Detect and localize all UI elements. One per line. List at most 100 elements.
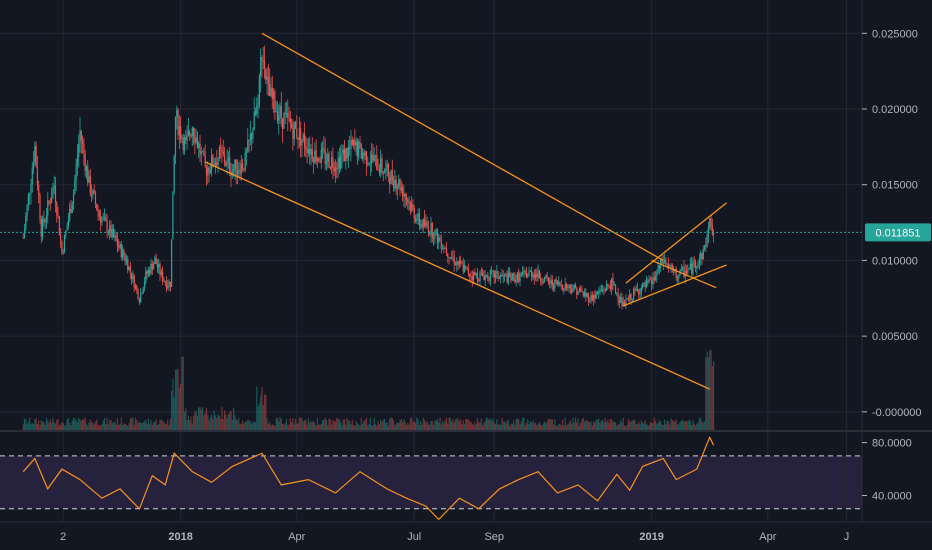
candle-body (160, 271, 162, 275)
candle-body (75, 164, 77, 180)
volume-bar (209, 417, 211, 430)
volume-bar (284, 422, 286, 430)
volume-bar (693, 423, 695, 430)
volume-bar (294, 418, 297, 430)
volume-bar (31, 423, 33, 430)
volume-bar (369, 417, 371, 430)
candle-body (252, 130, 254, 139)
volume-bar (107, 424, 109, 430)
volume-bar (616, 425, 618, 430)
volume-bar (691, 424, 693, 430)
candle-body (470, 276, 472, 277)
candle-body (595, 291, 597, 299)
volume-bar (52, 417, 54, 430)
volume-bar (620, 420, 622, 430)
volume-bar (78, 418, 80, 430)
volume-bar (323, 420, 325, 430)
rsi-axis[interactable]: 80.0000 40.0000 (862, 438, 912, 503)
volume-bar (482, 425, 484, 430)
candle-body (133, 275, 135, 289)
candle-body (457, 261, 459, 265)
volume-bar (309, 422, 311, 430)
volume-bar (632, 419, 635, 430)
volume-bar (408, 424, 410, 430)
time-axis[interactable]: 2 2018 Apr Jul Sep 2019 Apr J (60, 531, 849, 543)
candle-body (243, 168, 245, 170)
volume-bar (451, 421, 453, 430)
candle-body (278, 115, 280, 121)
volume-bar (551, 419, 553, 430)
candle-body (27, 194, 29, 205)
volume-bar (426, 421, 428, 430)
candle-body (192, 127, 195, 137)
time-axis-label: Jul (407, 531, 421, 543)
volume-bar (169, 418, 171, 430)
price-axis[interactable]: 0.025000 0.020000 0.015000 0.010000 0.005000… (862, 28, 922, 419)
volume-bar (514, 425, 516, 430)
candle-body (578, 288, 580, 292)
volume-bar (485, 417, 488, 430)
volume-bar (58, 425, 60, 430)
volume-bar (43, 422, 45, 430)
candle-body (469, 274, 471, 277)
volume-bar (447, 423, 449, 430)
candle-body (407, 199, 409, 203)
volume-bar (638, 421, 640, 430)
candle-body (65, 230, 67, 236)
candle-body (577, 291, 579, 295)
candle-body (109, 225, 111, 233)
candle-body (512, 273, 515, 276)
candle-body (169, 281, 171, 287)
candle-body (123, 249, 125, 257)
candle-body (53, 185, 55, 188)
volume-bar (51, 422, 53, 430)
volume-bar (191, 423, 193, 430)
volume-bar (472, 425, 475, 430)
candle-body (458, 260, 460, 265)
volume-bar (571, 423, 573, 430)
volume-bar (386, 422, 388, 430)
volume-bar (216, 417, 218, 430)
candle-body (476, 273, 479, 281)
candle-body (260, 57, 262, 76)
candle-body (216, 162, 218, 166)
volume-bar (599, 422, 601, 430)
candle-body (199, 143, 201, 155)
candle-body (529, 270, 531, 272)
volume-bar (161, 420, 164, 430)
candle-body (98, 211, 100, 217)
volume-bar (443, 423, 445, 430)
volume-bar (303, 420, 306, 430)
volume-bar (709, 350, 711, 430)
candle-body (44, 220, 46, 222)
volume-bar (151, 425, 153, 430)
candle-body (186, 135, 188, 141)
volume-bar (487, 418, 489, 430)
volume-bar (133, 425, 135, 430)
candle-body (52, 187, 54, 198)
volume-bar (213, 410, 215, 430)
candle-body (85, 166, 88, 171)
candle-body (456, 261, 458, 266)
volume-bar (56, 419, 58, 430)
candle-body (359, 141, 361, 144)
candle-body (205, 166, 208, 176)
candle-body (147, 269, 149, 274)
volume-bar (692, 419, 694, 430)
candle-body (483, 275, 485, 281)
volume-bar (359, 425, 361, 430)
volume-bar (279, 417, 281, 430)
candle-body (466, 266, 468, 269)
candle-body (516, 272, 519, 280)
candle-body (644, 282, 646, 287)
volume-bar (260, 395, 262, 430)
candle-body (92, 190, 94, 196)
candle-body (709, 218, 711, 228)
volume-bar (484, 420, 486, 430)
candle-body (146, 271, 148, 274)
volume-bar (430, 421, 432, 430)
volume-bar (63, 425, 66, 430)
volume-bar (519, 424, 521, 430)
volume-bar (199, 406, 201, 430)
volume-bar (180, 383, 182, 430)
